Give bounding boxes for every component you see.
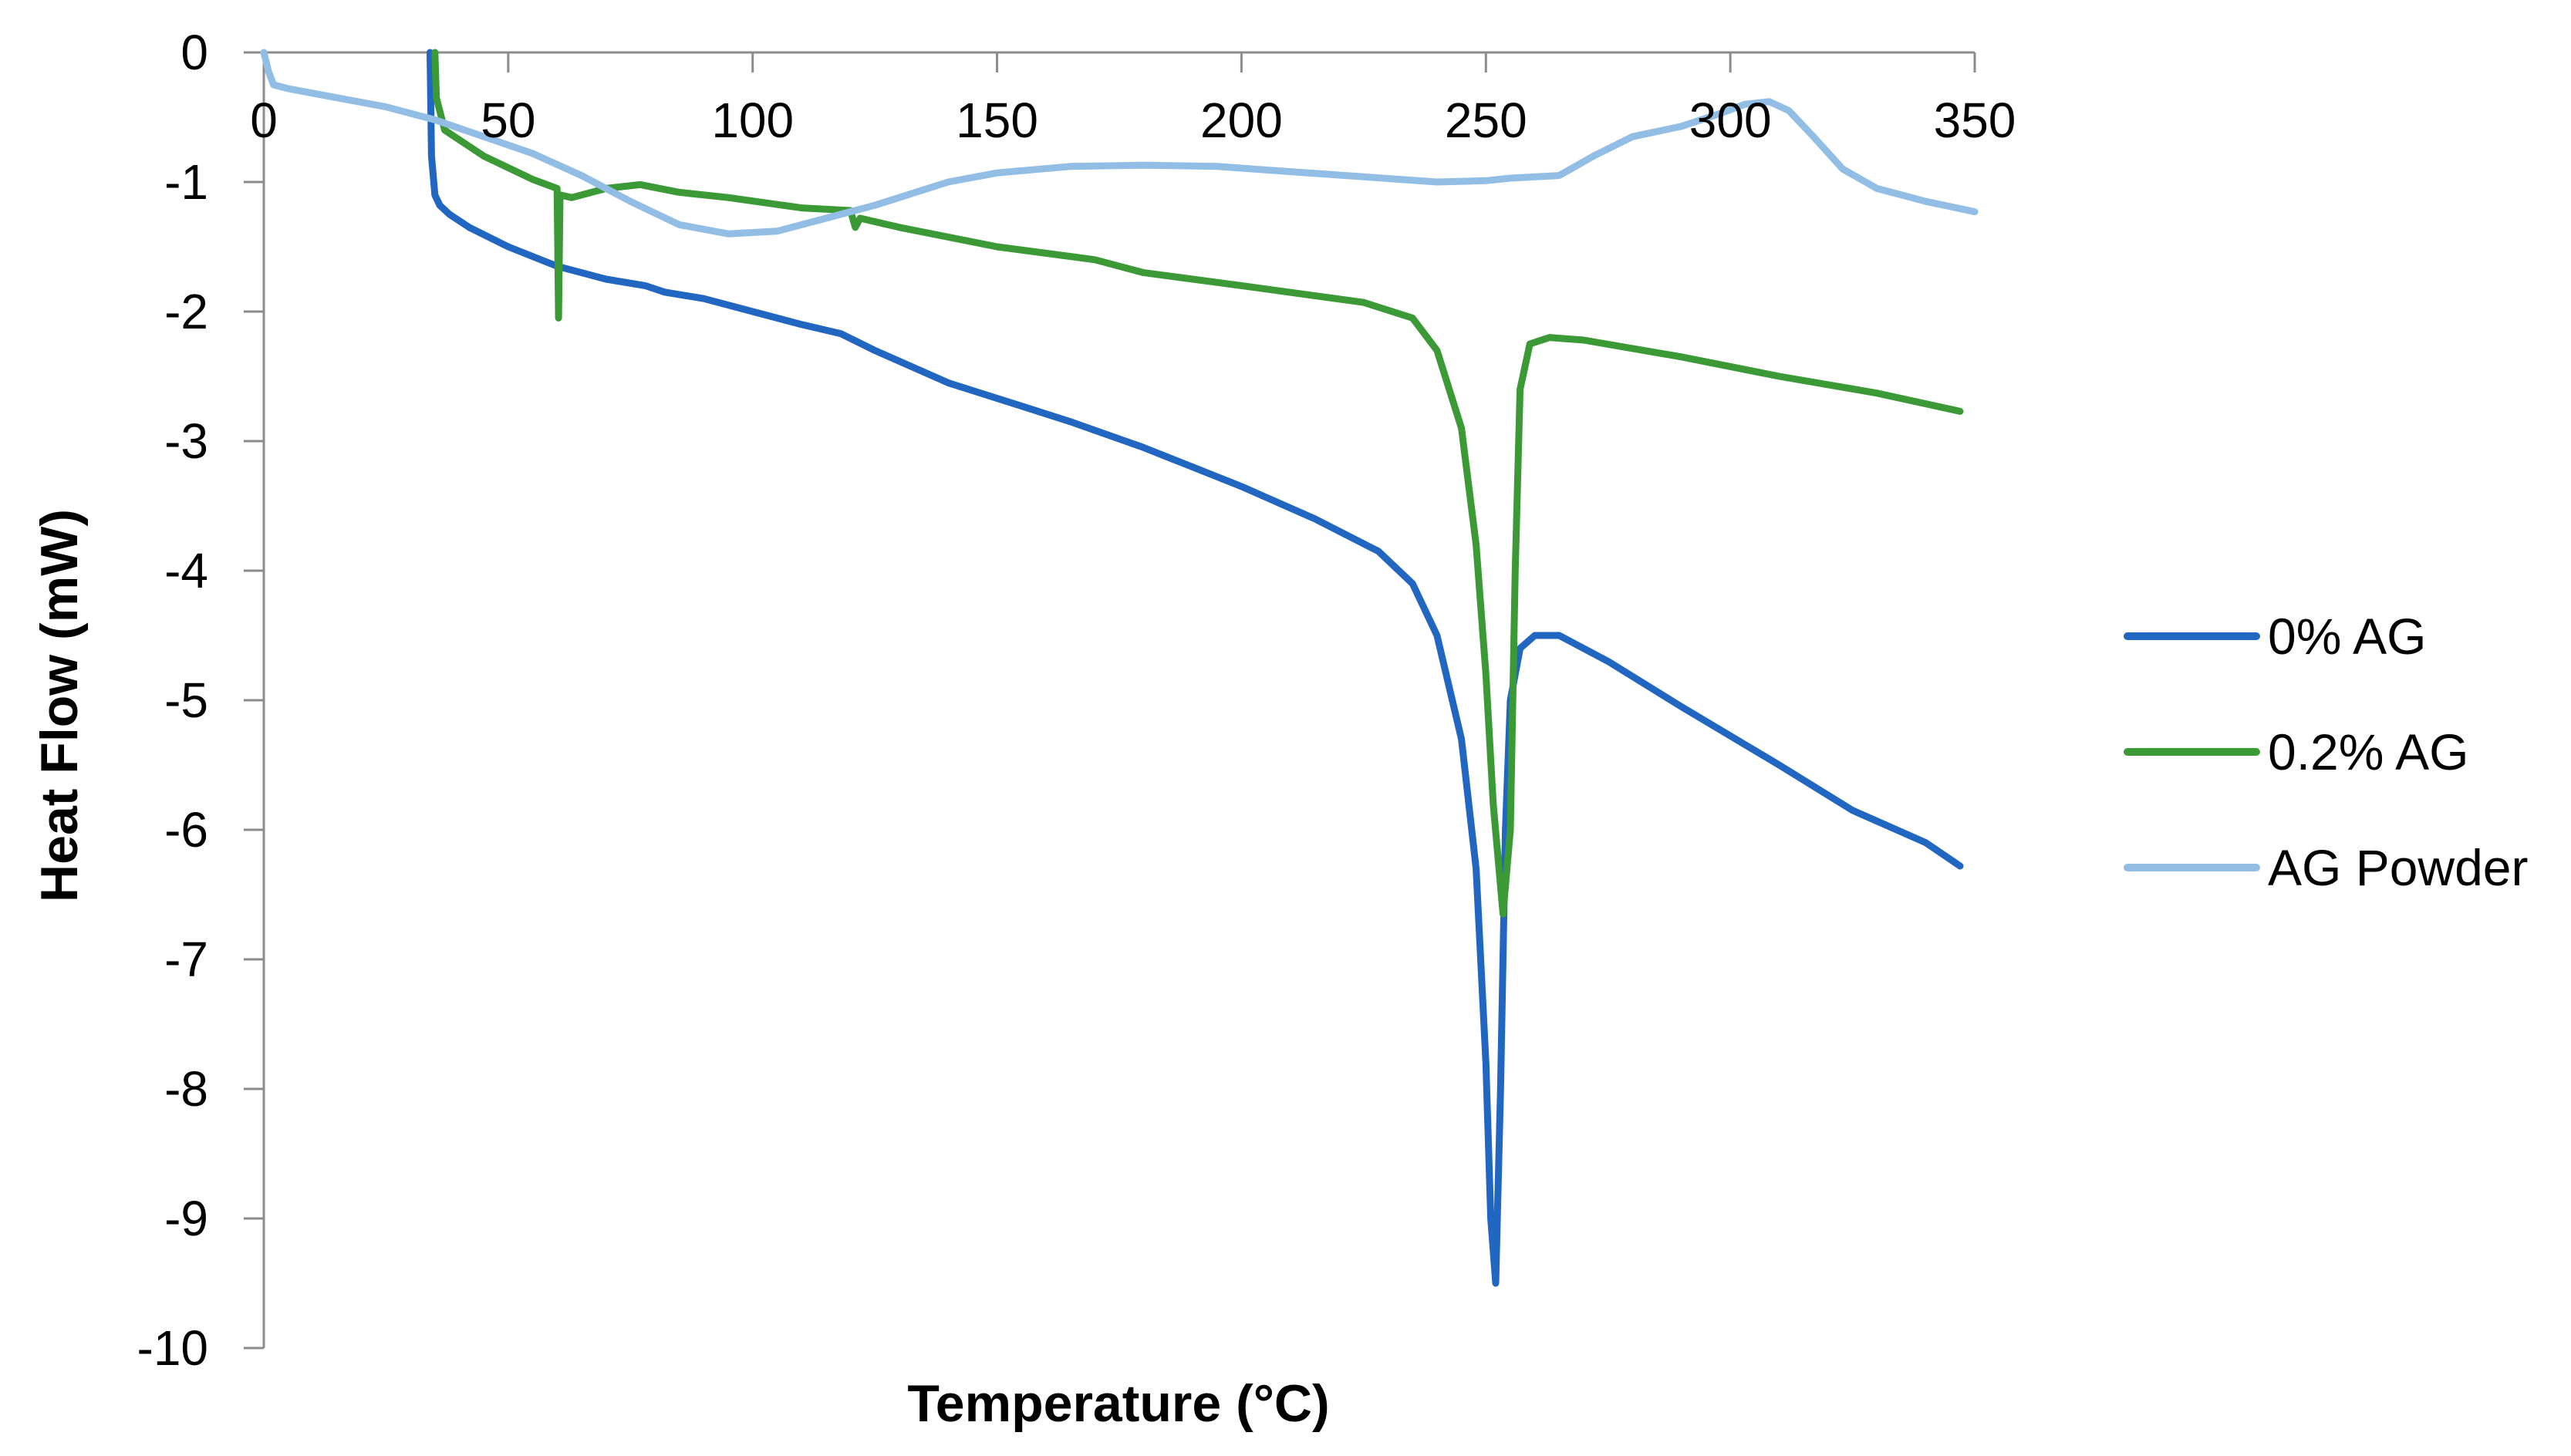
y-tick-label: 0	[181, 25, 208, 80]
series-line-0-2-ag	[431, 49, 1964, 918]
legend-label: 0.2% AG	[2268, 723, 2469, 780]
y-axis-title: Heat Flow (mW)	[30, 509, 89, 902]
legend: 0% AG 0.2% AG AG Powder	[2124, 608, 2528, 896]
x-tick-label: 100	[711, 93, 794, 148]
x-axis-title: Temperature (°C)	[907, 1374, 1329, 1433]
y-tick-label: -10	[137, 1320, 209, 1376]
x-tick-label: 150	[956, 93, 1038, 148]
x-tick-label: 350	[1934, 93, 2016, 148]
x-tick-label: 300	[1689, 93, 1772, 148]
x-tick-label: 0	[250, 93, 278, 148]
x-tick-label: 50	[481, 93, 535, 148]
series-line-ag-powder	[260, 49, 1979, 238]
legend-label: 0% AG	[2268, 608, 2426, 665]
y-tick-label: -1	[164, 154, 208, 210]
x-tick-label: 200	[1200, 93, 1283, 148]
y-tick-label: -2	[164, 284, 208, 339]
x-tick-label: 250	[1445, 93, 1527, 148]
y-tick-label: -3	[164, 413, 208, 469]
y-tick-label: -4	[164, 543, 208, 598]
axes	[244, 51, 1976, 1350]
legend-label: AG Powder	[2268, 839, 2528, 896]
y-tick-label: -7	[164, 932, 208, 987]
y-tick-label: -6	[164, 802, 208, 858]
y-tick-label: -8	[164, 1061, 208, 1117]
y-tick-label: -5	[164, 672, 208, 728]
tick-labels: 0 50 100 150 200 250 300 350 0 -1 -2 -3 -4 -5 -6 -7 -8 -9…	[137, 25, 2016, 1376]
series-line-0-ag	[427, 49, 1964, 1287]
series-lines	[260, 49, 1979, 1287]
y-tick-label: -9	[164, 1191, 208, 1246]
